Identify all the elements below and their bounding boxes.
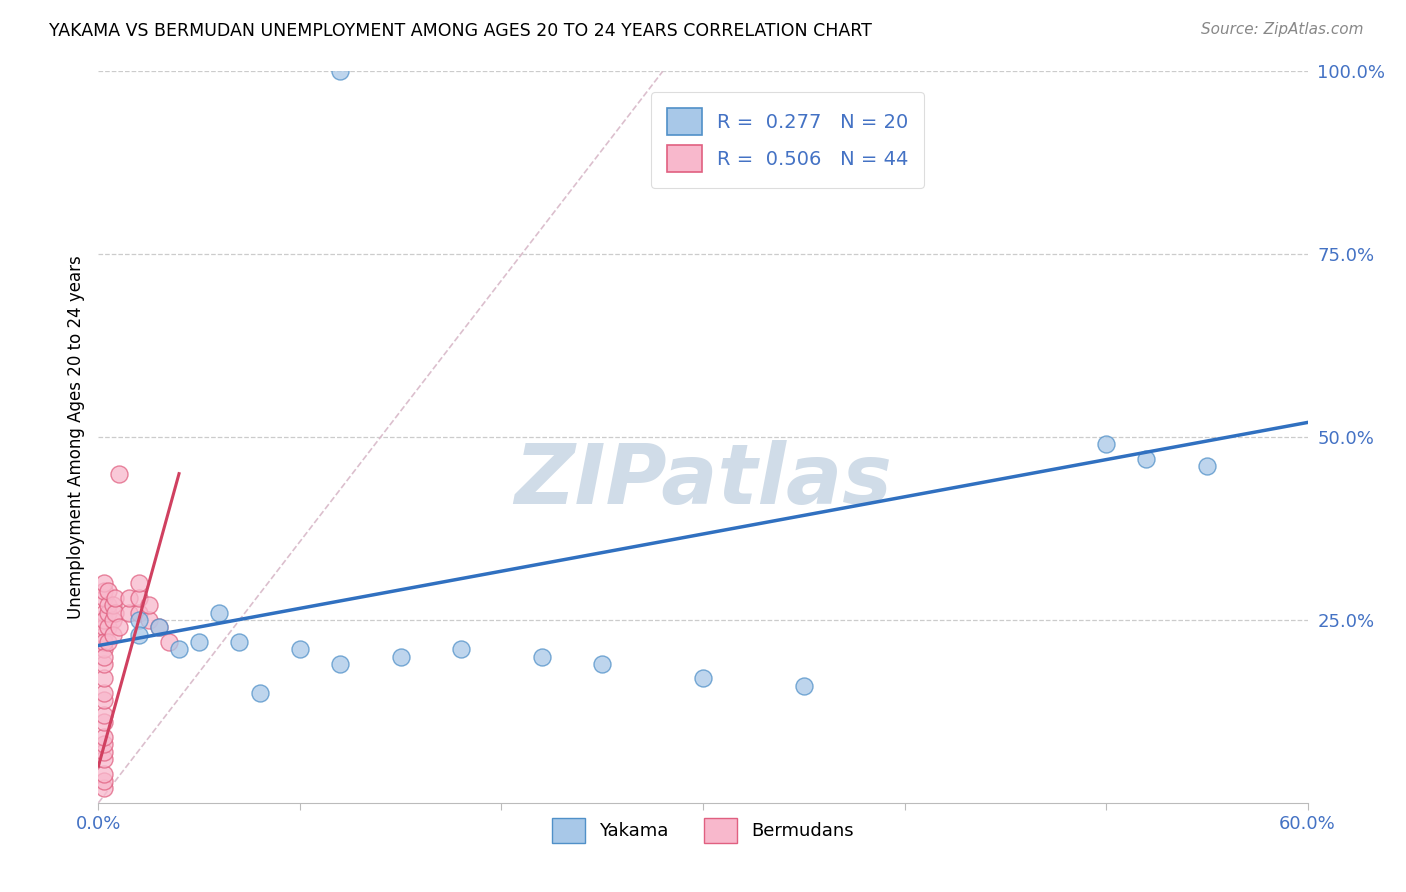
Point (157, 635, 180, 649)
Point (128, 627, 150, 641)
Text: ZIPatlas: ZIPatlas (515, 441, 891, 522)
Point (148, 620, 170, 634)
Point (97, 606, 120, 620)
Point (93, 635, 115, 649)
Point (93, 752, 115, 766)
Point (93, 649, 115, 664)
Point (93, 781, 115, 796)
Point (103, 606, 125, 620)
Point (128, 606, 150, 620)
Point (97, 620, 120, 634)
Point (93, 642, 115, 657)
Point (329, 64, 352, 78)
Point (93, 672, 115, 686)
Point (93, 745, 115, 759)
Point (93, 686, 115, 700)
Point (101, 613, 124, 627)
Point (128, 591, 150, 605)
Point (107, 620, 129, 634)
Point (93, 576, 115, 591)
Point (93, 627, 115, 641)
Point (450, 642, 472, 657)
Point (1135, 452, 1157, 467)
Point (93, 657, 115, 671)
Point (329, 657, 352, 671)
Point (93, 606, 115, 620)
Y-axis label: Unemployment Among Ages 20 to 24 years: Unemployment Among Ages 20 to 24 years (66, 255, 84, 619)
Point (93, 693, 115, 707)
Text: Source: ZipAtlas.com: Source: ZipAtlas.com (1201, 22, 1364, 37)
Point (93, 613, 115, 627)
Point (107, 467, 129, 481)
Point (138, 613, 160, 627)
Point (97, 635, 120, 649)
Point (128, 613, 150, 627)
Point (188, 635, 211, 649)
Point (93, 583, 115, 598)
Point (93, 730, 115, 744)
Point (148, 620, 170, 634)
Point (93, 766, 115, 780)
Point (793, 679, 815, 693)
Point (93, 620, 115, 634)
Point (97, 599, 120, 613)
Legend: Yakama, Bermudans: Yakama, Bermudans (543, 809, 863, 852)
Point (288, 642, 311, 657)
Point (93, 773, 115, 788)
Point (530, 649, 553, 664)
Point (1095, 437, 1118, 451)
Point (249, 686, 271, 700)
Point (101, 599, 124, 613)
Point (118, 591, 141, 605)
Point (389, 649, 412, 664)
Point (101, 627, 124, 641)
Point (692, 672, 714, 686)
Point (167, 642, 190, 657)
Point (591, 657, 613, 671)
Text: YAKAMA VS BERMUDAN UNEMPLOYMENT AMONG AGES 20 TO 24 YEARS CORRELATION CHART: YAKAMA VS BERMUDAN UNEMPLOYMENT AMONG AG… (49, 22, 872, 40)
Point (228, 635, 250, 649)
Point (93, 737, 115, 751)
Point (208, 606, 231, 620)
Point (97, 583, 120, 598)
Point (103, 591, 125, 605)
Point (93, 715, 115, 730)
Point (128, 576, 150, 591)
Point (1195, 459, 1218, 474)
Point (118, 606, 141, 620)
Point (93, 591, 115, 605)
Point (138, 599, 160, 613)
Point (93, 708, 115, 723)
